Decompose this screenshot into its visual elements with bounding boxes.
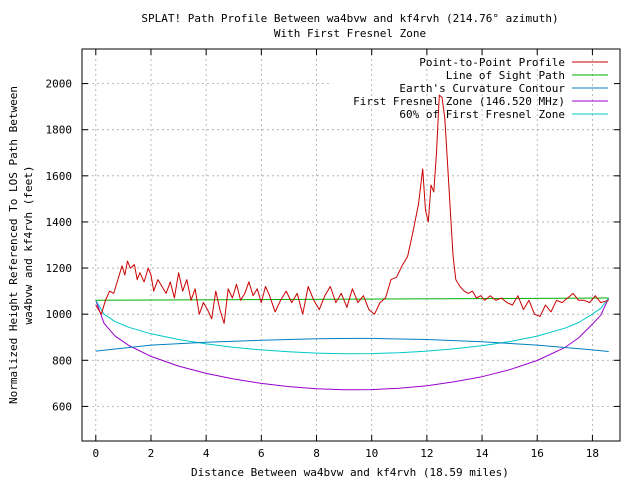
x-tick-label: 0: [92, 447, 99, 460]
y-tick-label: 1000: [46, 308, 73, 321]
y-tick-label: 600: [52, 400, 72, 413]
legend-label: Line of Sight Path: [446, 69, 565, 82]
y-tick-label: 1200: [46, 262, 73, 275]
x-tick-label: 2: [148, 447, 155, 460]
x-tick-label: 14: [475, 447, 489, 460]
legend-label: Point-to-Point Profile: [419, 56, 565, 69]
y-tick-label: 1400: [46, 216, 73, 229]
series-line-point-to-point-profile: [95, 94, 609, 324]
legend-label: Earth's Curvature Contour: [399, 82, 565, 95]
x-axis-label: Distance Between wa4bvw and kf4rvh (18.5…: [191, 466, 509, 479]
y-axis-label-line1: Normalized Height Referenced To LOS Path…: [7, 86, 20, 404]
x-tick-label: 4: [203, 447, 210, 460]
series-line-60-of-first-fresnel-zone: [95, 297, 610, 355]
legend-label: 60% of First Fresnel Zone: [399, 108, 565, 121]
series-line-earth-s-curvature-contour: [95, 337, 609, 352]
plot-frame: [81, 48, 621, 442]
x-tick-label: 6: [258, 447, 265, 460]
y-tick-label: 800: [52, 354, 72, 367]
y-tick-label: 2000: [46, 78, 73, 91]
x-tick-label: 12: [420, 447, 433, 460]
series-line-line-of-sight-path: [95, 297, 609, 301]
y-tick-label: 1600: [46, 170, 73, 183]
axis-ticks: 0 2 4 6 8 10 12 14 16 18 600 800 1000 1200 1400 1600 180…: [46, 49, 620, 460]
chart-title-line1: SPLAT! Path Profile Between wa4bvw and k…: [141, 12, 558, 25]
x-tick-label: 16: [531, 447, 544, 460]
legend-label: First Fresnel Zone (146.520 MHz): [353, 95, 565, 108]
x-tick-label: 10: [365, 447, 378, 460]
x-tick-label: 18: [586, 447, 599, 460]
chart-title-line2: With First Fresnel Zone: [274, 27, 426, 40]
y-tick-label: 1800: [46, 124, 73, 137]
series-layer: [95, 94, 610, 391]
y-axis-label-line2: wa4bvw and kf4rvh (feet): [22, 166, 35, 325]
x-tick-label: 8: [313, 447, 320, 460]
